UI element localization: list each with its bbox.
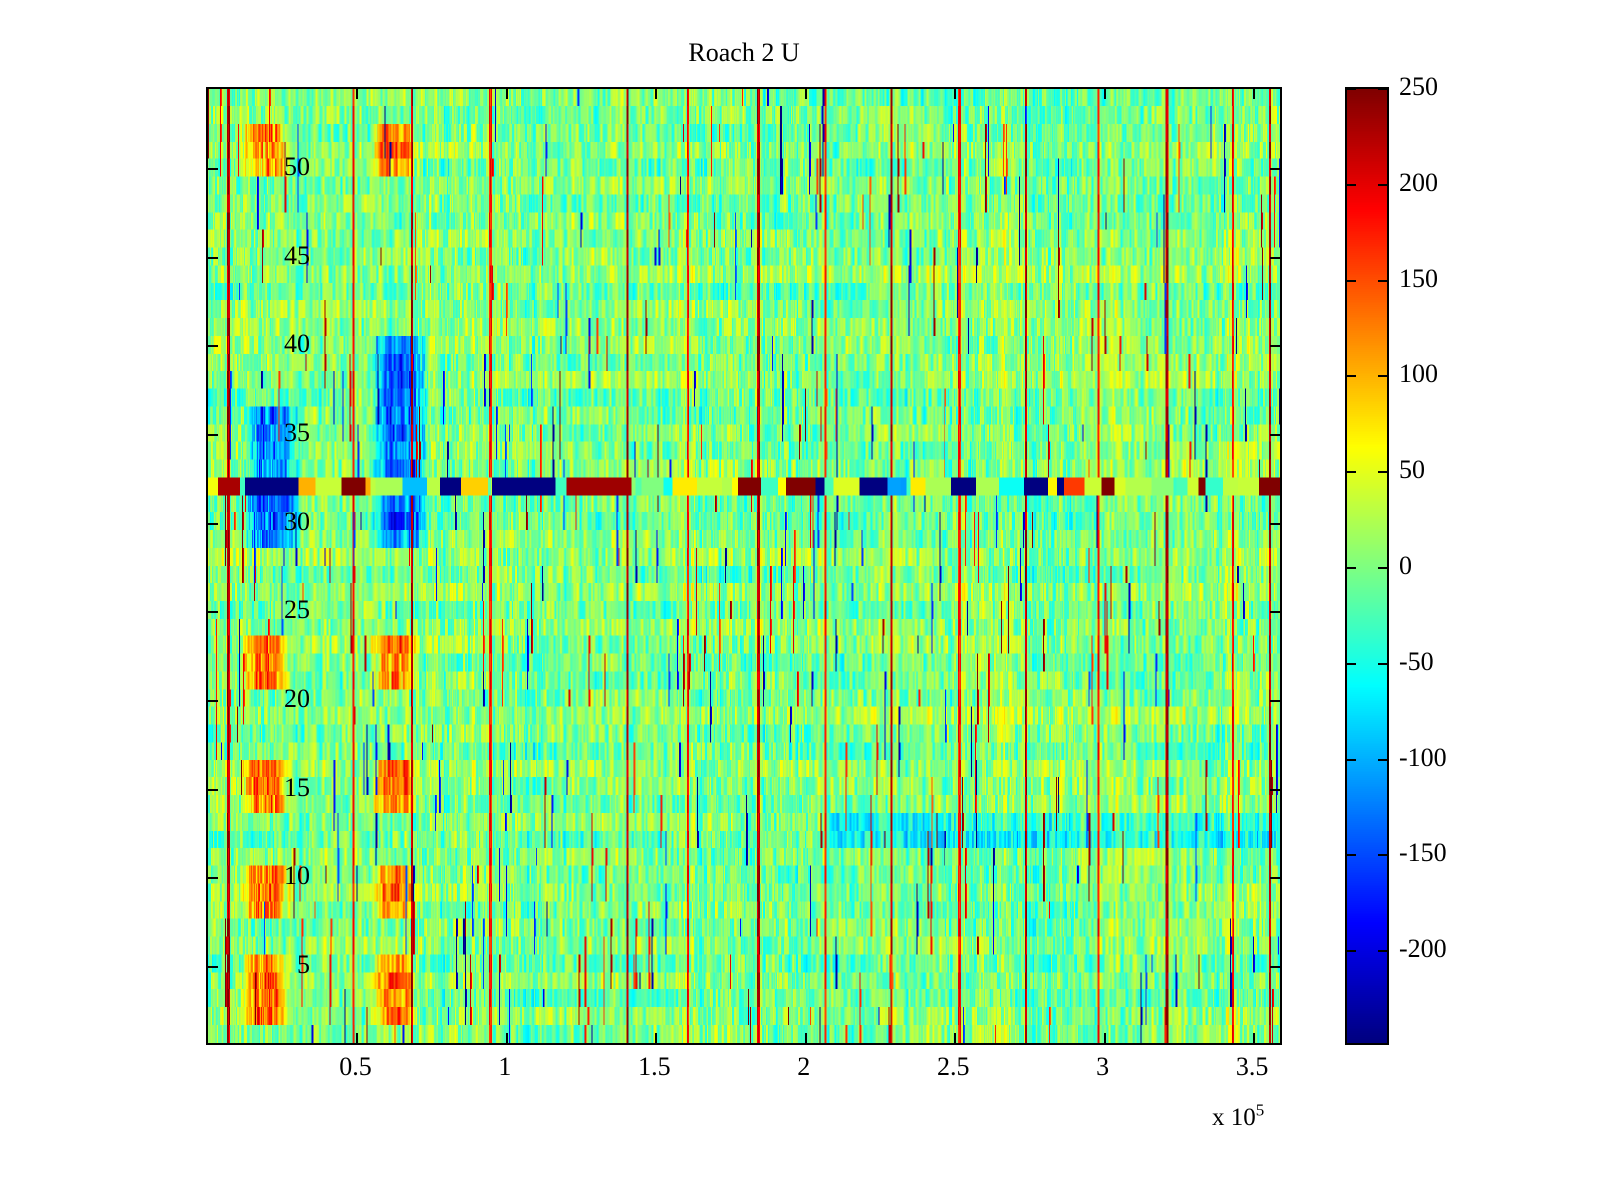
colorbar-tick-mark xyxy=(1347,854,1356,857)
heatmap-image[interactable] xyxy=(208,89,1280,1043)
x-axis-exponent-mantissa: x 10 xyxy=(1212,1104,1256,1131)
colorbar-tick-mark xyxy=(1347,662,1356,665)
colorbar-tick-mark xyxy=(1347,758,1356,761)
y-axis-tick-mark xyxy=(1270,611,1280,614)
y-axis-tick-mark xyxy=(1270,433,1280,436)
y-axis-tick-mark xyxy=(1270,877,1280,880)
y-axis-tick-mark xyxy=(208,256,218,259)
x-axis-tick-mark xyxy=(1103,89,1106,99)
x-axis-tick-mark xyxy=(1253,1033,1256,1043)
colorbar-tick-mark xyxy=(1347,279,1356,282)
x-axis-tick-mark xyxy=(356,89,359,99)
x-axis-tick-mark xyxy=(1253,89,1256,99)
y-axis-tick-mark xyxy=(208,167,218,170)
y-axis-tick-label: 15 xyxy=(284,772,310,802)
y-axis-tick-mark xyxy=(208,345,218,348)
y-axis-tick-label: 35 xyxy=(284,417,310,447)
colorbar-tick-mark xyxy=(1347,567,1356,569)
colorbar-tick-mark xyxy=(1378,183,1387,186)
y-axis-tick-mark xyxy=(208,788,218,791)
y-axis-tick-label: 30 xyxy=(284,506,310,536)
colorbar-tick-label: 50 xyxy=(1399,455,1425,485)
y-axis-tick-mark xyxy=(208,700,218,703)
colorbar-tick-mark xyxy=(1347,375,1356,378)
colorbar-tick-label: -100 xyxy=(1399,742,1447,772)
colorbar-tick-label: 150 xyxy=(1399,263,1438,293)
x-axis-exponent-power: 5 xyxy=(1255,1100,1265,1120)
x-axis-tick-label: 2.5 xyxy=(936,1052,970,1081)
x-axis-tick-label: 0.5 xyxy=(339,1052,372,1081)
colorbar-tick-label: 200 xyxy=(1399,167,1438,197)
colorbar-tick-mark xyxy=(1378,662,1387,665)
colorbar-tick-mark xyxy=(1378,279,1387,282)
y-axis-tick-mark xyxy=(1270,966,1280,969)
y-axis-tick-mark xyxy=(208,966,218,969)
colorbar-tick-label: 100 xyxy=(1399,359,1438,389)
y-axis-tick-mark xyxy=(1270,345,1280,348)
y-axis-tick-mark xyxy=(208,522,218,525)
colorbar-tick-mark xyxy=(1378,758,1387,761)
x-axis-tick-mark xyxy=(505,1033,508,1043)
y-axis-tick-mark xyxy=(1270,522,1280,525)
x-axis-exponent-label: x 105 xyxy=(1212,1100,1265,1132)
colorbar[interactable] xyxy=(1345,87,1389,1045)
colorbar-tick-mark xyxy=(1347,950,1356,953)
x-axis-tick-mark xyxy=(655,1033,658,1043)
y-axis-tick-label: 25 xyxy=(284,595,310,625)
x-axis-tick-mark xyxy=(655,89,658,99)
colorbar-tick-mark xyxy=(1378,854,1387,857)
x-axis-tick-mark xyxy=(804,89,807,99)
page-title: Roach 2 U xyxy=(688,38,800,67)
y-axis-tick-mark xyxy=(1270,167,1280,170)
x-axis-tick-label: 3 xyxy=(1096,1052,1110,1081)
colorbar-tick-mark xyxy=(1378,375,1387,378)
colorbar-tick-label: -200 xyxy=(1399,934,1447,964)
x-axis-tick-mark xyxy=(954,89,957,99)
x-axis-tick-mark xyxy=(1103,1033,1106,1043)
x-axis-tick-label: 1 xyxy=(498,1052,512,1081)
colorbar-tick-mark xyxy=(1378,471,1387,474)
x-axis-tick-mark xyxy=(954,1033,957,1043)
x-axis-tick-label: 1.5 xyxy=(638,1052,671,1081)
y-axis-tick-mark xyxy=(1270,788,1280,791)
x-axis-tick-label: 3.5 xyxy=(1235,1052,1269,1081)
colorbar-tick-label: 0 xyxy=(1399,551,1412,580)
colorbar-tick-mark xyxy=(1347,183,1356,186)
x-axis-tick-label: 2 xyxy=(797,1052,811,1081)
x-axis-tick-mark xyxy=(505,89,508,99)
x-axis-tick-mark xyxy=(804,1033,807,1043)
y-axis-tick-label: 50 xyxy=(284,151,310,181)
y-axis-tick-mark xyxy=(208,611,218,614)
y-axis-tick-mark xyxy=(208,877,218,880)
y-axis-tick-mark xyxy=(1270,700,1280,703)
x-axis-tick-mark xyxy=(356,1033,359,1043)
colorbar-tick-label: 250 xyxy=(1399,72,1438,101)
colorbar-tick-label: -150 xyxy=(1399,838,1447,868)
colorbar-gradient xyxy=(1347,89,1387,1043)
y-axis-tick-mark xyxy=(1270,256,1280,259)
y-axis-tick-label: 10 xyxy=(284,861,310,891)
colorbar-tick-mark xyxy=(1378,88,1387,90)
y-axis-tick-mark xyxy=(208,433,218,436)
y-axis-tick-label: 45 xyxy=(284,240,310,270)
y-axis-tick-label: 40 xyxy=(284,329,310,359)
colorbar-tick-mark xyxy=(1347,88,1356,90)
heatmap-axes[interactable] xyxy=(206,87,1282,1045)
y-axis-tick-label: 5 xyxy=(297,950,310,980)
colorbar-tick-label: -50 xyxy=(1399,646,1434,676)
colorbar-tick-mark xyxy=(1378,567,1387,569)
colorbar-tick-mark xyxy=(1347,471,1356,474)
colorbar-tick-mark xyxy=(1378,950,1387,953)
y-axis-tick-label: 20 xyxy=(284,684,310,714)
